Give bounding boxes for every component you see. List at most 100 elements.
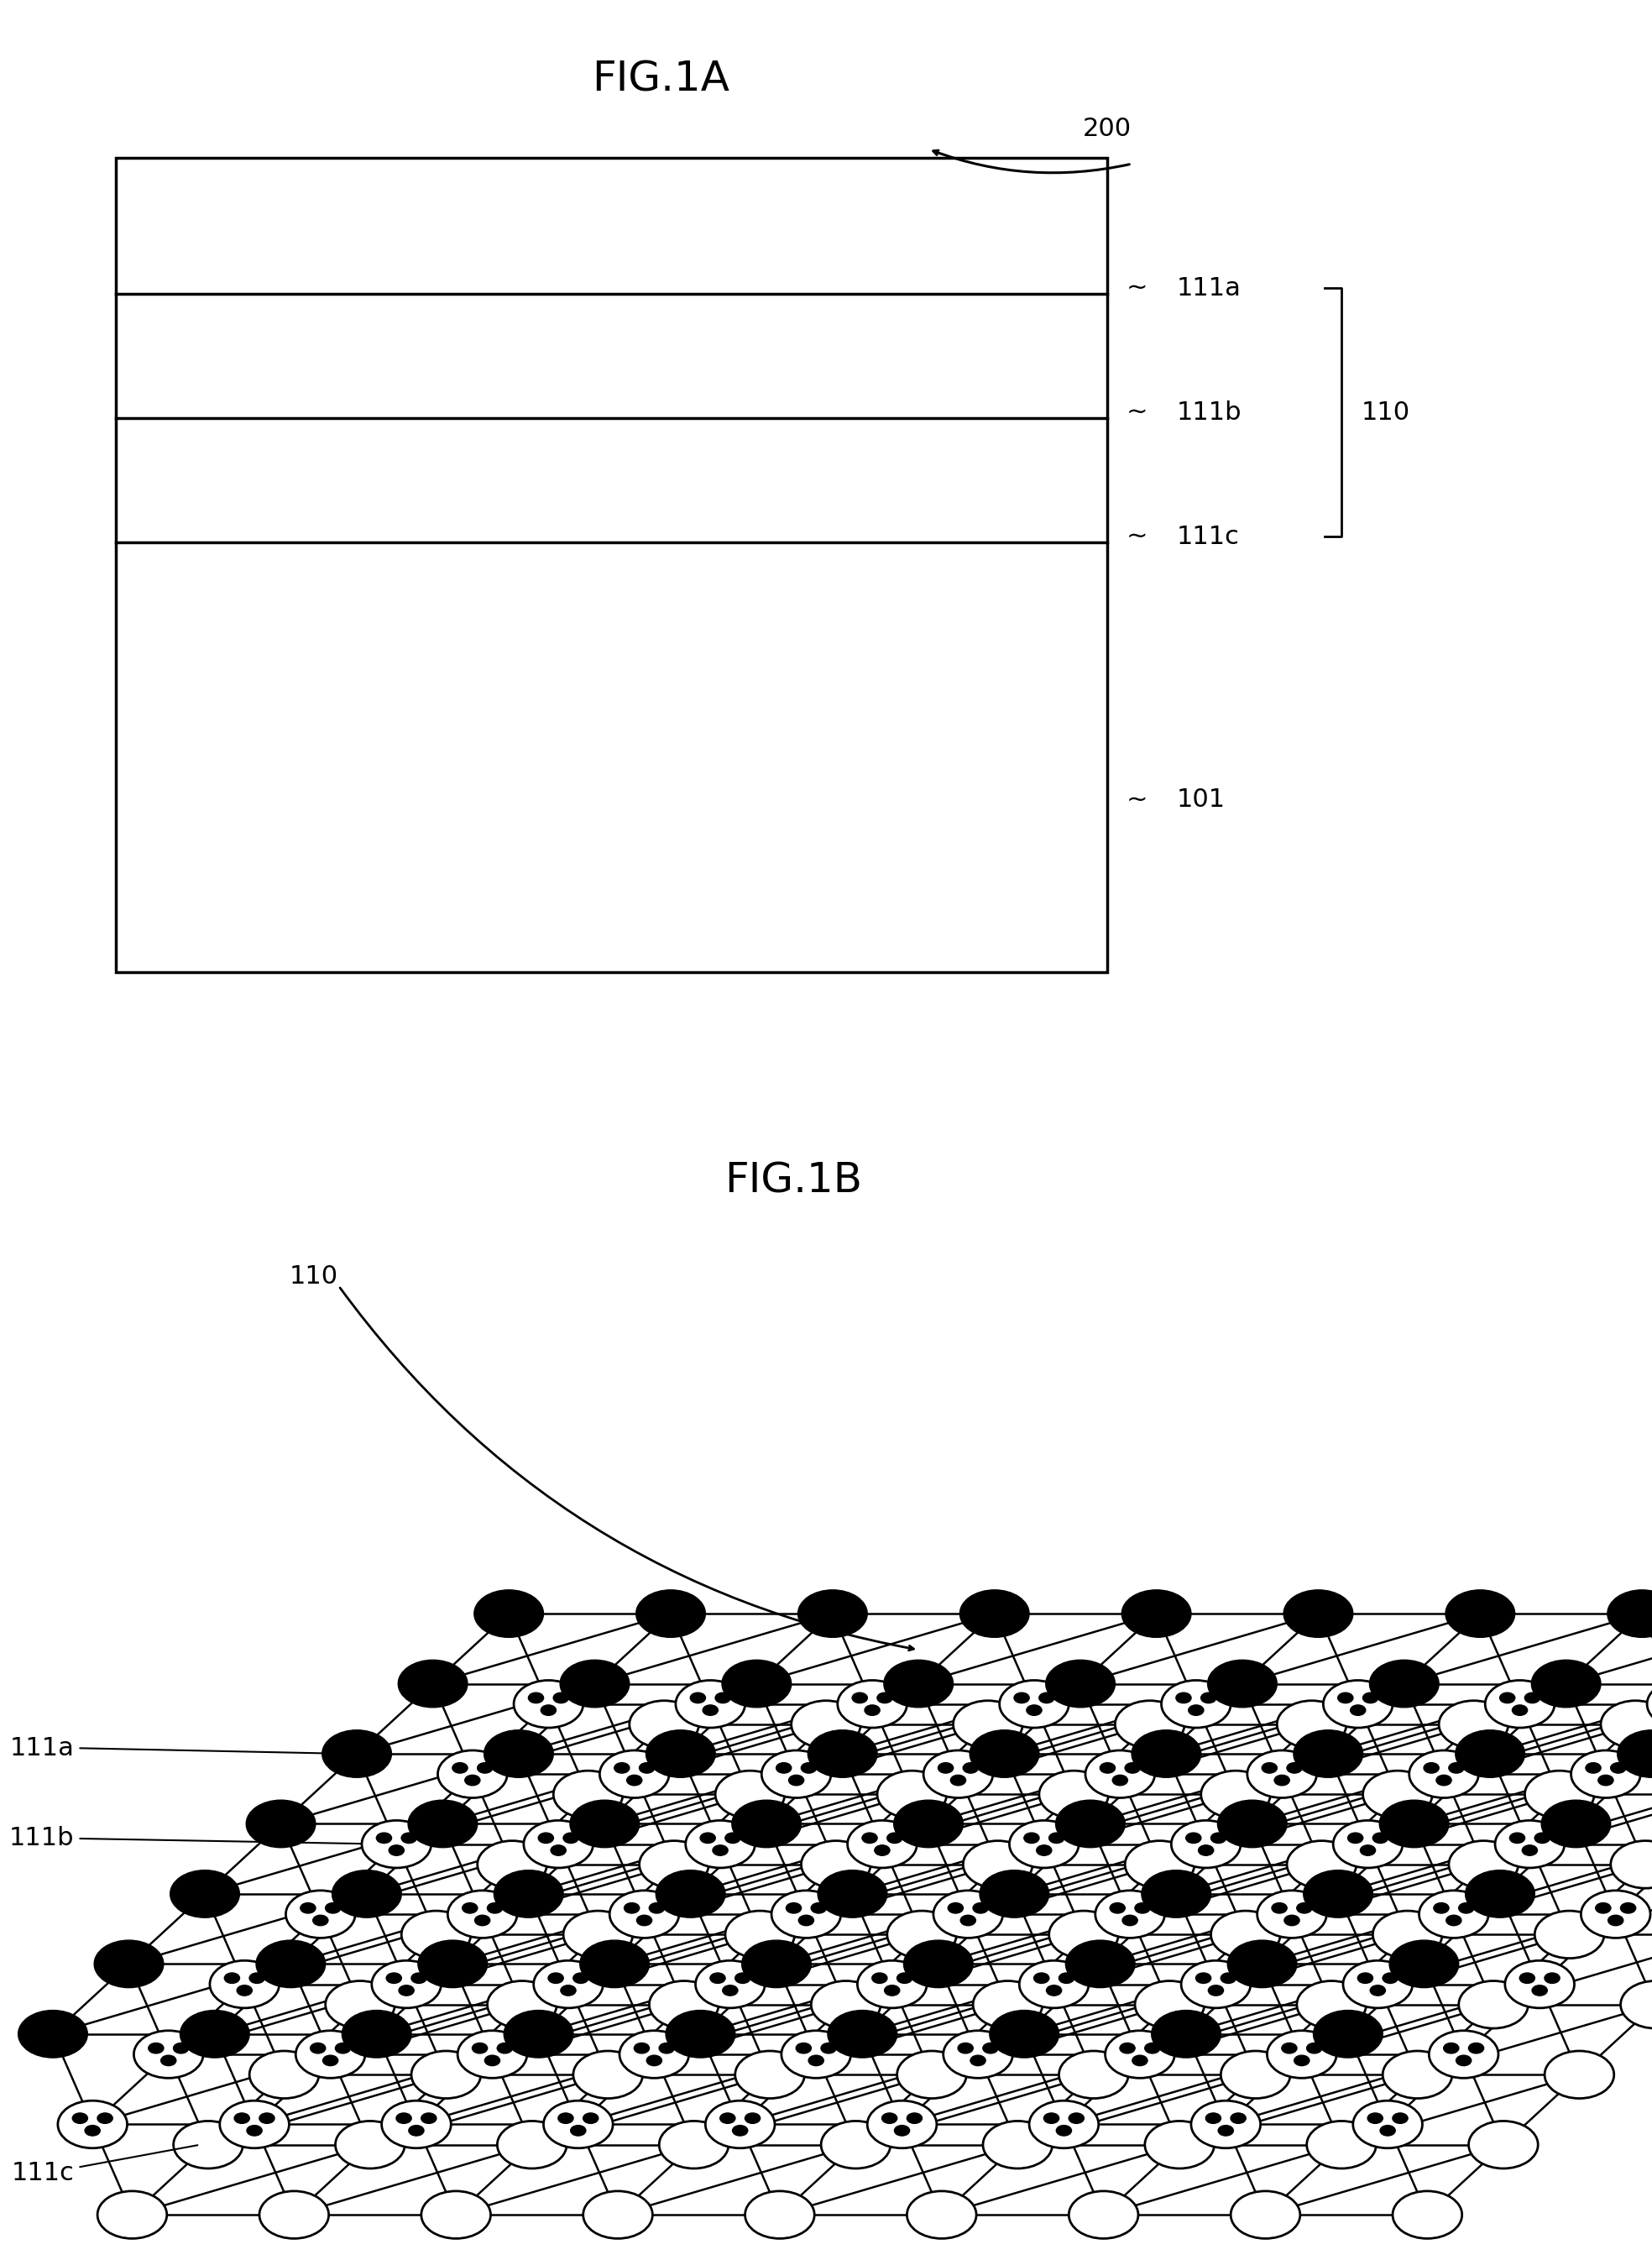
Circle shape bbox=[1307, 2120, 1376, 2170]
Circle shape bbox=[497, 2120, 567, 2170]
Circle shape bbox=[1262, 1763, 1277, 1774]
Circle shape bbox=[1227, 1939, 1297, 1989]
Circle shape bbox=[1520, 1973, 1535, 1984]
Circle shape bbox=[1019, 1962, 1089, 2009]
Text: FIG.1A: FIG.1A bbox=[591, 59, 730, 99]
Circle shape bbox=[408, 2124, 425, 2136]
Circle shape bbox=[558, 2113, 573, 2124]
Circle shape bbox=[1122, 1914, 1138, 1926]
Circle shape bbox=[1307, 2043, 1322, 2054]
Circle shape bbox=[1142, 1871, 1211, 1916]
Circle shape bbox=[180, 2011, 249, 2057]
Circle shape bbox=[398, 1659, 468, 1709]
Circle shape bbox=[960, 1914, 976, 1926]
Circle shape bbox=[1201, 1693, 1216, 1704]
Circle shape bbox=[418, 1939, 487, 1989]
Circle shape bbox=[553, 1772, 623, 1817]
Circle shape bbox=[438, 1749, 507, 1799]
Circle shape bbox=[1049, 1833, 1064, 1844]
Circle shape bbox=[1535, 1912, 1604, 1957]
Circle shape bbox=[1059, 2052, 1128, 2097]
Circle shape bbox=[1211, 1912, 1280, 1957]
Circle shape bbox=[808, 1731, 877, 1776]
Circle shape bbox=[1294, 1731, 1363, 1776]
Circle shape bbox=[720, 2113, 735, 2124]
Circle shape bbox=[715, 1693, 730, 1704]
Circle shape bbox=[1531, 1984, 1548, 1996]
Circle shape bbox=[1338, 1693, 1353, 1704]
Circle shape bbox=[771, 1889, 841, 1939]
Circle shape bbox=[58, 2102, 127, 2147]
Text: 101: 101 bbox=[1176, 789, 1226, 811]
Circle shape bbox=[382, 2102, 451, 2147]
Circle shape bbox=[1449, 1763, 1464, 1774]
Circle shape bbox=[958, 2043, 973, 2054]
Circle shape bbox=[1383, 1973, 1398, 1984]
Circle shape bbox=[659, 2043, 674, 2054]
Circle shape bbox=[1303, 1871, 1373, 1916]
Circle shape bbox=[236, 1984, 253, 1996]
Circle shape bbox=[610, 1889, 679, 1939]
Circle shape bbox=[322, 1731, 392, 1776]
Circle shape bbox=[862, 1833, 877, 1844]
Circle shape bbox=[1370, 1659, 1439, 1709]
Circle shape bbox=[1039, 1693, 1054, 1704]
Circle shape bbox=[97, 2192, 167, 2237]
Circle shape bbox=[1512, 1704, 1528, 1715]
Text: 111c: 111c bbox=[1176, 524, 1239, 549]
Circle shape bbox=[1247, 1749, 1317, 1799]
Circle shape bbox=[1145, 2043, 1160, 2054]
Circle shape bbox=[1525, 1772, 1594, 1817]
Circle shape bbox=[487, 1980, 557, 2029]
Circle shape bbox=[97, 2113, 112, 2124]
Circle shape bbox=[1284, 1591, 1353, 1638]
Circle shape bbox=[1161, 1681, 1231, 1727]
Circle shape bbox=[1066, 1939, 1135, 1989]
Circle shape bbox=[1029, 2102, 1099, 2147]
Circle shape bbox=[1535, 1833, 1550, 1844]
Circle shape bbox=[1132, 1731, 1201, 1776]
Circle shape bbox=[563, 1912, 633, 1957]
Circle shape bbox=[1373, 1912, 1442, 1957]
Circle shape bbox=[474, 1591, 544, 1638]
Circle shape bbox=[808, 2054, 824, 2066]
Circle shape bbox=[487, 1903, 502, 1914]
Circle shape bbox=[1034, 1973, 1049, 1984]
Circle shape bbox=[907, 2192, 976, 2237]
Circle shape bbox=[821, 2043, 836, 2054]
Circle shape bbox=[943, 2029, 1013, 2079]
Circle shape bbox=[484, 2054, 501, 2066]
Circle shape bbox=[801, 1840, 871, 1889]
Circle shape bbox=[1581, 1889, 1650, 1939]
Circle shape bbox=[963, 1840, 1032, 1889]
Circle shape bbox=[1379, 1799, 1449, 1849]
Circle shape bbox=[626, 1774, 643, 1785]
Circle shape bbox=[1469, 2043, 1483, 2054]
Circle shape bbox=[1287, 1763, 1302, 1774]
Circle shape bbox=[1196, 1973, 1211, 1984]
Circle shape bbox=[1446, 1591, 1515, 1638]
Circle shape bbox=[838, 1681, 907, 1727]
Circle shape bbox=[235, 2113, 249, 2124]
Circle shape bbox=[1056, 1799, 1125, 1849]
Circle shape bbox=[686, 1822, 755, 1867]
Circle shape bbox=[1287, 1840, 1356, 1889]
Circle shape bbox=[560, 1984, 577, 1996]
Circle shape bbox=[1353, 2102, 1422, 2147]
Circle shape bbox=[1459, 1903, 1474, 1914]
Circle shape bbox=[1257, 1889, 1327, 1939]
Circle shape bbox=[882, 2113, 897, 2124]
Circle shape bbox=[1545, 1973, 1559, 1984]
Circle shape bbox=[73, 2113, 88, 2124]
Circle shape bbox=[884, 1984, 900, 1996]
Circle shape bbox=[401, 1912, 471, 1957]
Circle shape bbox=[884, 1659, 953, 1709]
Text: FIG.1B: FIG.1B bbox=[724, 1162, 862, 1200]
Circle shape bbox=[725, 1912, 795, 1957]
Circle shape bbox=[1436, 1774, 1452, 1785]
Circle shape bbox=[649, 1903, 664, 1914]
Circle shape bbox=[600, 1749, 669, 1799]
Circle shape bbox=[857, 1962, 927, 2009]
Circle shape bbox=[170, 1871, 240, 1916]
Circle shape bbox=[210, 1962, 279, 2009]
